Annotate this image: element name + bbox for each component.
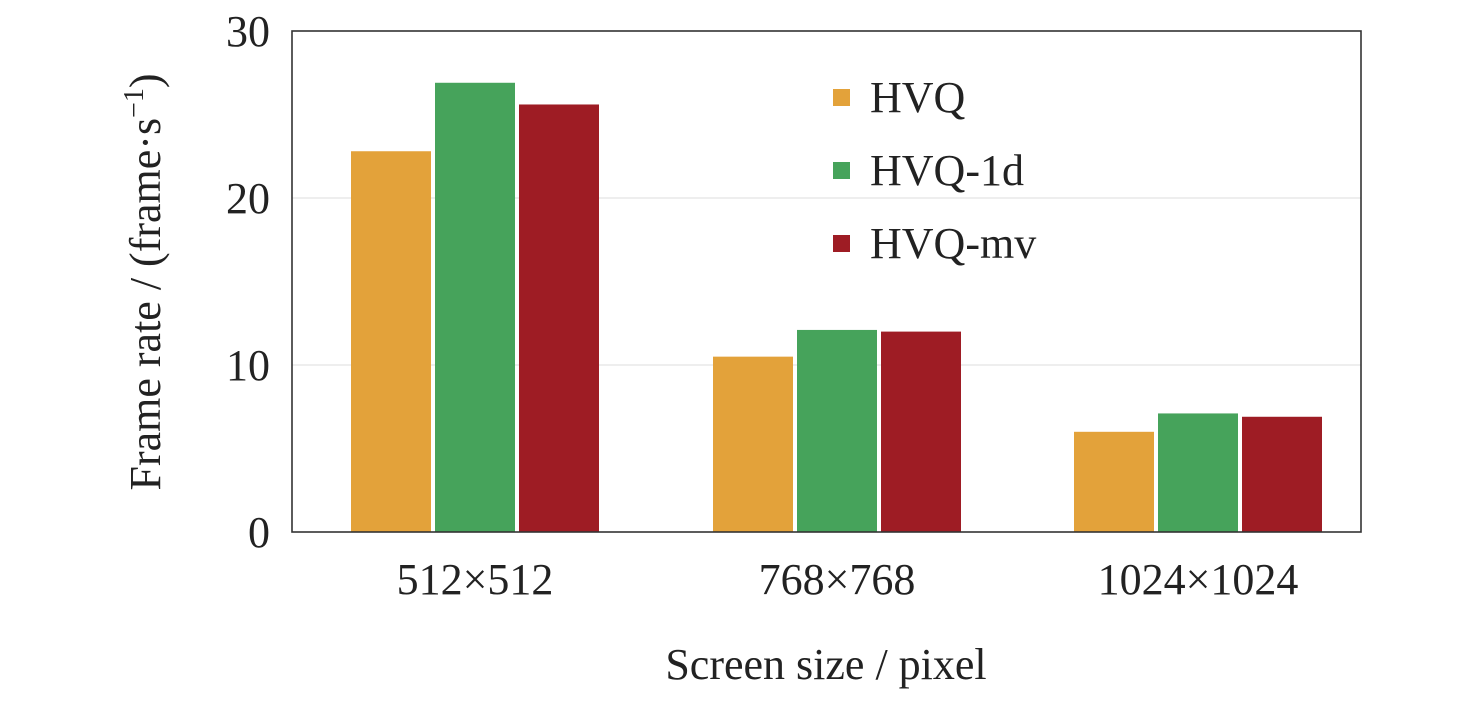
y-tick-label: 20 <box>226 174 270 223</box>
bar-hvq-1 <box>713 356 793 532</box>
y-axis-title-close: ) <box>121 73 170 88</box>
legend-label-hvq-mv: HVQ-mv <box>870 219 1036 268</box>
bars <box>351 82 1322 533</box>
legend-swatch-hvq <box>833 89 850 106</box>
y-tick-label: 30 <box>226 7 270 56</box>
bar-hvq-mv-2 <box>1242 416 1322 532</box>
bar-hvq-0 <box>351 151 431 533</box>
bar-hvq-1d-0 <box>435 82 515 533</box>
bar-hvq-mv-1 <box>881 331 961 532</box>
bar-hvq-mv-0 <box>519 104 599 532</box>
bar-hvq-1d-1 <box>797 329 877 532</box>
legend-label-hvq-1d: HVQ-1d <box>870 146 1024 195</box>
y-axis-title-exponent: −1 <box>119 88 150 118</box>
plot-frame <box>291 30 1362 533</box>
x-tick-label: 1024×1024 <box>1098 555 1299 604</box>
legend-label-hvq: HVQ <box>870 73 966 122</box>
legend-swatch-hvq-mv <box>833 235 850 252</box>
y-axis-ticks: 0 10 20 30 <box>226 7 270 557</box>
legend-swatch-hvq-1d <box>833 162 850 179</box>
legend: HVQ HVQ-1d HVQ-mv <box>833 73 1036 268</box>
bar-hvq-1d-2 <box>1158 413 1238 532</box>
x-axis-ticks: 512×512 768×768 1024×1024 <box>397 555 1299 604</box>
y-axis-title: Frame rate / (frame·s−1) <box>119 73 170 490</box>
bar-hvq-2 <box>1074 431 1154 532</box>
x-tick-label: 512×512 <box>397 555 554 604</box>
y-tick-label: 0 <box>248 508 270 557</box>
x-axis-title: Screen size / pixel <box>665 640 986 689</box>
x-tick-label: 768×768 <box>759 555 916 604</box>
y-tick-label: 10 <box>226 341 270 390</box>
y-axis-title-main: Frame rate / (frame·s <box>121 118 170 491</box>
